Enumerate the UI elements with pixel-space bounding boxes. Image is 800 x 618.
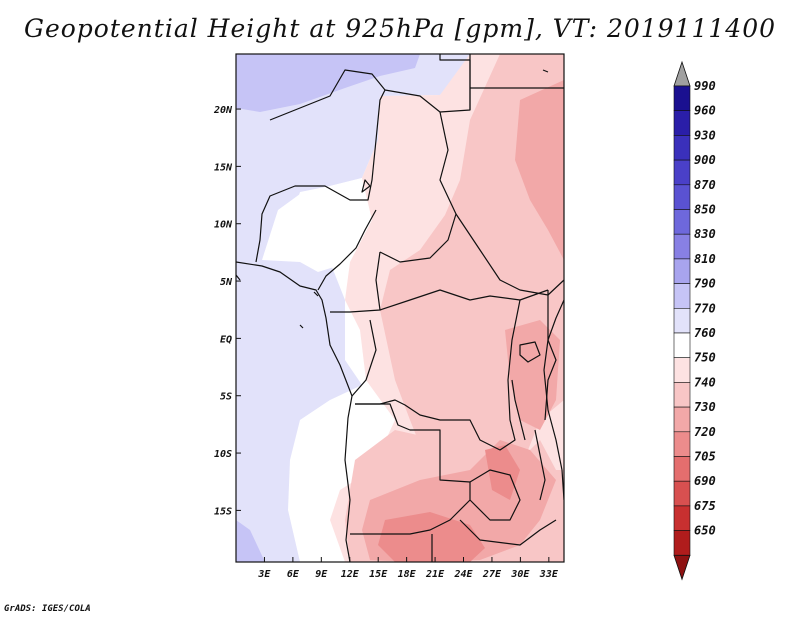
colorbar-label: 830 [694,227,716,241]
colorbar-label: 750 [694,351,716,365]
lat-label: 15N [214,162,233,173]
colorbar-swatch [673,505,691,531]
border-congo-drc [351,319,377,397]
colorbar-swatch [673,184,691,210]
lon-label: 15E [369,569,388,580]
islands-cape [236,69,549,329]
coastline-west [236,261,353,562]
colorbar-swatch [673,456,691,482]
lon-label: 9E [315,569,328,580]
coastline-east [543,299,564,501]
colorbar-label: 810 [694,252,716,266]
lat-label: 15S [214,506,232,517]
lon-label: 18E [398,569,417,580]
lon-label: 24E [453,569,473,580]
country-borders [236,54,564,562]
colorbar-label: 760 [694,326,716,340]
map-plot: 20N 15N 10N 5N EQ 5S 10S 15S 3E 6E 9E 12E 15E 18E 21E… [213,53,716,581]
lon-label: 6E [287,569,300,580]
colorbar-label: 675 [694,499,716,513]
grads-credit: GrADS: IGES/COLA [4,604,91,614]
colorbar-label: 990 [694,79,716,93]
colorbar-label: 650 [694,524,716,538]
colorbar-swatch [673,406,691,433]
field-730-east [515,80,564,260]
lon-label: 12E [341,569,360,580]
lat-label: 5S [220,392,232,403]
lake-malawi [534,429,546,501]
colorbar-label: 730 [694,400,716,414]
colorbar-swatch [673,209,691,235]
lon-label: 27E [482,569,502,580]
colorbar-swatch [673,233,691,260]
colorbar-swatch [673,480,691,507]
lat-label: 5N [220,277,233,288]
colorbar-label: 870 [694,178,716,192]
page-title: Geopotential Height at 925hPa [gpm], VT:… [23,14,777,43]
lon-label: 3E [257,569,271,580]
lon-label: 21E [425,569,445,580]
colorbar-swatch [673,431,691,457]
field-sahara-790 [236,54,420,112]
field-nigeria-760 [288,178,372,272]
field-sw-790 [236,520,265,562]
colorbar-swatch [673,307,691,334]
lat-label: EQ [220,334,232,345]
colorbar-over-triangle [673,60,691,87]
lon-label: 33E [539,569,559,580]
colorbar-label: 960 [694,104,716,118]
border-sudan-south [455,213,564,296]
geopotential-field [236,54,564,562]
colorbar-swatch [673,135,691,161]
field-720-east [485,445,520,500]
lon-label: 30E [510,569,530,580]
longitude-axis: 3E 6E 9E 12E 15E 18E 21E 24E 27E 30E 33E [257,557,559,580]
colorbar-swatch [673,159,691,186]
border-chad-east [379,111,457,263]
border-zambia [469,469,521,521]
colorbar-swatch [673,283,691,309]
lake-tanganyika [511,379,526,441]
colorbar-under-triangle [673,554,691,581]
colorbar-label: 850 [694,203,716,217]
colorbar: 990 960 930 900 870 850 830 810 790 770 760 750 740 7… [673,60,716,581]
colorbar-swatch [673,110,691,136]
colorbar-swatch [673,332,691,359]
colorbar-label: 770 [694,301,716,315]
border-south [431,519,557,562]
map-frame [235,53,565,563]
colorbar-swatch [673,85,691,112]
lat-label: 10S [214,449,232,460]
lat-label: 20N [213,105,233,116]
colorbar-label: 790 [694,277,716,291]
field-atlantic-770 [236,54,470,562]
lake-victoria [519,341,541,363]
colorbar-swatch [673,357,691,383]
lat-label: 10N [214,220,233,231]
colorbar-label: 740 [694,375,716,389]
latitude-axis: 20N 15N 10N 5N EQ 5S 10S 15S [213,105,241,517]
lake-chad [361,179,371,193]
border-kenya-tanzania [544,290,557,421]
border-drc-east [355,299,521,451]
colorbar-swatch [673,382,691,408]
colorbar-label: 900 [694,153,716,167]
border-nigeria-cameroon [317,209,377,291]
colorbar-label: 720 [694,425,716,439]
colorbar-label: 930 [694,128,716,142]
colorbar-label: 705 [694,450,716,464]
border-sahara [255,69,386,263]
colorbar-label: 690 [694,474,716,488]
colorbar-swatch [673,530,691,556]
colorbar-swatch [673,258,691,284]
